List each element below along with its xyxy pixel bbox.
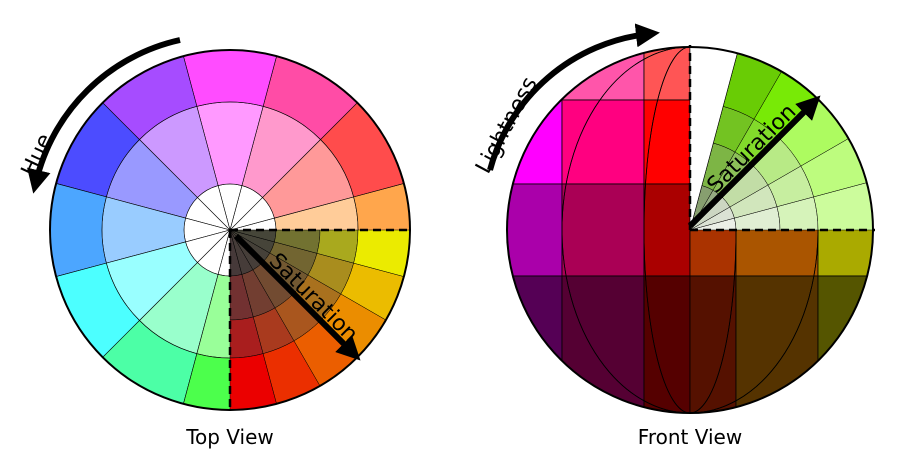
hue-arrow bbox=[27, 37, 181, 194]
lightness-arrow bbox=[487, 23, 660, 171]
wheel-segment bbox=[49, 183, 107, 277]
sphere-cell bbox=[507, 275, 563, 413]
sphere-cell bbox=[643, 47, 691, 101]
sphere-cell bbox=[643, 275, 691, 413]
top-view-caption: Top View bbox=[185, 425, 274, 449]
wheel-outline bbox=[49, 49, 411, 411]
sphere-cell bbox=[561, 99, 645, 185]
sphere-cell bbox=[643, 183, 691, 277]
sphere-cell bbox=[507, 183, 563, 277]
sphere-cell bbox=[689, 275, 737, 413]
sphere-cell bbox=[561, 183, 645, 277]
sphere-cell bbox=[817, 47, 873, 101]
sphere-cell bbox=[817, 275, 873, 413]
saturation-arrow-top bbox=[233, 233, 361, 361]
saturation-quadrant-front bbox=[689, 46, 874, 231]
saturation-quadrant-top bbox=[229, 229, 411, 411]
saturation-arrow-front bbox=[687, 95, 821, 229]
top-view-color-wheel bbox=[49, 49, 412, 412]
sphere-cell bbox=[643, 99, 691, 185]
wheel-segment bbox=[183, 49, 277, 107]
front-view-caption: Front View bbox=[638, 425, 742, 449]
front-view-color-sphere bbox=[506, 45, 875, 414]
sphere-cell bbox=[561, 47, 645, 101]
